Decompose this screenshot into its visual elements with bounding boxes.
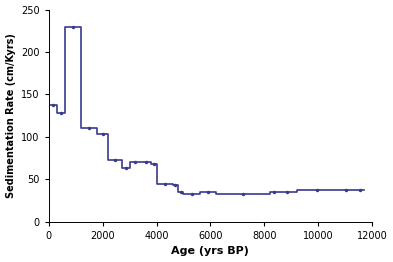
- X-axis label: Age (yrs BP): Age (yrs BP): [171, 247, 249, 256]
- Y-axis label: Sedimentation Rate (cm/Kyrs): Sedimentation Rate (cm/Kyrs): [6, 33, 16, 198]
